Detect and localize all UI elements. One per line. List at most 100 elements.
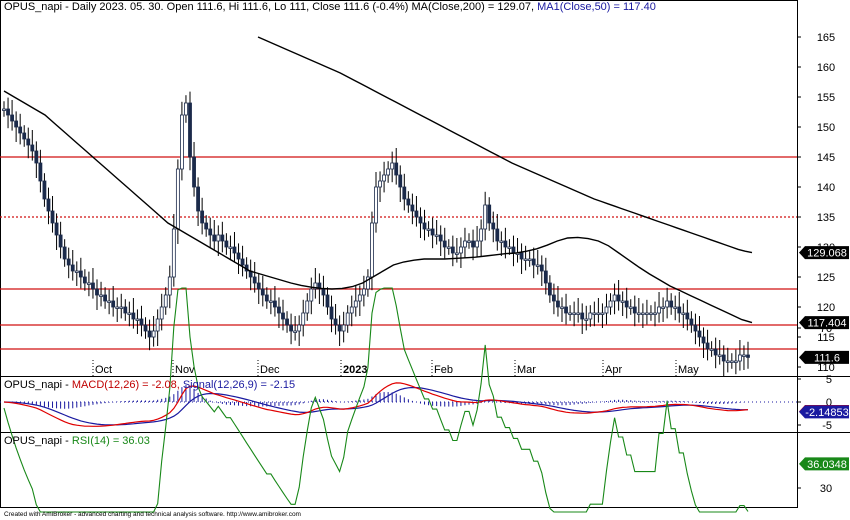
candle-body [366, 276, 370, 290]
candle-body [410, 204, 415, 212]
value-tag-box [799, 246, 849, 260]
candle-body [426, 228, 431, 231]
candle-body [317, 282, 322, 290]
candle-body [487, 204, 492, 224]
candle-body [2, 108, 6, 111]
candle-body [592, 312, 597, 315]
candle-body [240, 258, 245, 266]
macd-header-prefix: OPUS_napi - [4, 379, 72, 391]
candle-body [22, 132, 27, 140]
candle-body [289, 324, 293, 332]
candle-body [418, 216, 423, 224]
candle-body [268, 300, 273, 303]
x-tick-label: Feb [434, 364, 453, 376]
candle-body [523, 258, 528, 261]
candle-body [612, 294, 617, 302]
candle-body [357, 294, 362, 302]
candle-body [277, 306, 281, 314]
candle-body [167, 276, 172, 296]
candle-body [175, 168, 180, 230]
candle-body [370, 222, 374, 278]
value-tag-box [799, 350, 849, 364]
candle-body [163, 294, 168, 308]
value-tag-box [799, 316, 849, 330]
candle-body [596, 312, 601, 315]
candle-body [685, 312, 690, 320]
value-tag-label: 117.404 [808, 318, 847, 330]
signal-legend: Signal(12,26,9) = -2.15 [182, 379, 296, 391]
candle-body [115, 306, 120, 309]
candle-body [709, 348, 714, 351]
candle-body [733, 360, 738, 363]
candle-body [519, 252, 524, 260]
y-tick-label: 115 [817, 332, 835, 344]
x-tick-label: Mar [517, 364, 536, 376]
candle-body [721, 354, 726, 362]
value-tag-label: -2.14853 [805, 407, 848, 419]
candle-body [495, 228, 500, 242]
x-tick-label: Oct [95, 364, 112, 376]
price-header-main: OPUS_napi - Daily 2023. 05. 30. Open 111… [4, 1, 535, 13]
candle-body [18, 126, 23, 134]
candle-body [99, 294, 103, 297]
candle-body [224, 240, 229, 248]
x-tick-label: May [678, 364, 699, 376]
candle-body [378, 180, 382, 188]
candle-body [70, 264, 75, 272]
y-tick-label: 120 [817, 302, 835, 314]
candle-body [313, 282, 318, 290]
candle-body [454, 252, 459, 255]
rsi-header-prefix: OPUS_napi - [4, 435, 72, 447]
candle-body [636, 312, 641, 315]
value-tag: 129.068 [799, 246, 849, 260]
candle-body [689, 318, 694, 326]
candle-body [281, 312, 285, 320]
candle-body [305, 300, 310, 314]
rsi-legend: RSI(14) = 36.03 [71, 435, 150, 447]
candle-body [717, 354, 722, 357]
macd-tick-label: 5 [826, 374, 832, 386]
candle-body [38, 162, 43, 182]
candle-body [273, 300, 277, 308]
candle-body [151, 330, 156, 338]
macd-line [3, 382, 749, 427]
candle-body [264, 294, 269, 302]
candle-body [543, 270, 548, 284]
y-tick-label: 160 [817, 62, 835, 74]
candle-body [572, 312, 577, 315]
value-tag: -2.14853 [799, 405, 849, 419]
value-tag-label: 36.0348 [807, 459, 847, 471]
candle-body [228, 246, 233, 249]
candle-body [361, 288, 366, 296]
candle-body [491, 222, 496, 230]
candle-body [87, 282, 91, 285]
candle-body [309, 288, 314, 302]
signal-line [3, 386, 748, 426]
candle-body [184, 102, 188, 116]
candle-body [321, 288, 326, 296]
candle-body [414, 210, 419, 218]
candle-body [386, 168, 391, 176]
candle-body [450, 246, 455, 254]
candle-body [127, 312, 132, 315]
candle-body [285, 318, 289, 326]
candle-body [34, 150, 39, 164]
candle-body [252, 276, 257, 284]
candle-body [180, 114, 184, 170]
candle-body [640, 312, 645, 315]
candle-body [171, 228, 176, 278]
candle-body [438, 234, 443, 242]
candle-body [91, 282, 95, 290]
macd-legend: MACD(12,26) = -2.08, [71, 379, 180, 391]
candle-body [653, 312, 657, 315]
candle-body [616, 294, 621, 302]
candle-body [78, 270, 83, 278]
candle-body [665, 300, 670, 308]
candle-body [746, 354, 750, 358]
candle-body [139, 318, 144, 326]
y-tick-label: 165 [817, 32, 835, 44]
candle-body [220, 234, 225, 242]
candle-body [471, 240, 475, 248]
candle-body [131, 312, 136, 320]
candle-body [196, 186, 200, 212]
